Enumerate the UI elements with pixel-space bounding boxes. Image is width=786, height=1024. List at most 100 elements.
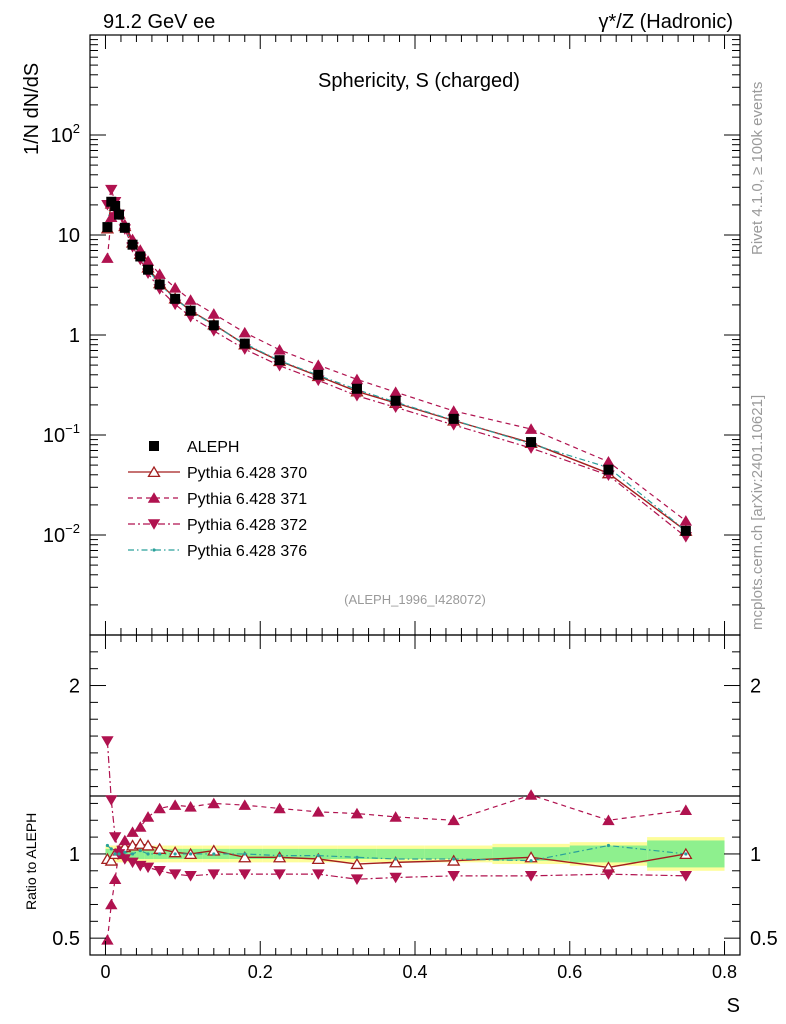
legend-marker [147,465,161,478]
ratio-point-series-3 [141,862,155,874]
ratio-point-series-4 [243,852,247,856]
ratio-point-series-3 [207,869,221,880]
ratio-y-tick-label-left: 2 [69,676,80,698]
ratio-point-series-4 [529,859,533,863]
x-tick-label: 0.6 [557,962,582,982]
ratio-point-series-4 [452,857,456,861]
data-point-aleph [135,251,146,262]
data-point-aleph [313,369,324,380]
uncertainty-band-inner [121,848,129,859]
data-point-aleph [170,293,181,304]
ratio-point-series-2 [134,821,147,832]
legend-marker [152,548,156,552]
ratio-point-series-3 [350,874,364,885]
ratio-point-series-2 [101,934,114,945]
legend-label: ALEPH [187,439,239,456]
ratio-point-series-1 [389,856,403,868]
data-point-aleph [208,320,219,331]
data-point-aleph [127,239,138,250]
ratio-plot-frame [89,634,741,956]
ratio-point-series-4 [355,855,359,859]
chart-title: Sphericity, S (charged) [318,70,520,92]
data-point-aleph [110,200,121,211]
data-point-aleph [680,525,691,536]
main-plot-panel: Sphericity, S (charged) (ALEPH_1996_I428… [21,34,741,636]
ratio-point-series-4 [113,852,117,856]
ratio-point-series-2 [389,811,402,822]
data-point-aleph [114,209,125,220]
main-point-series-2 [350,373,364,385]
ratio-point-series-3 [524,871,538,882]
ratio-point-series-3 [273,869,286,880]
legend-label: Pythia 6.428 370 [187,465,307,482]
y-tick-label: 10−2 [43,521,80,547]
ratio-plot-panel: Ratio to ALEPH 0.5 0.51 12 2 0 0.2 0.4 0.6 0.8 … [23,634,778,1017]
uncertainty-band-inner [376,848,425,859]
main-point-series-2 [524,423,538,434]
x-tick-label: 0.2 [248,962,273,982]
ratio-point-series-2 [312,806,325,817]
ratio-point-series-2 [679,804,693,815]
data-point-aleph [603,464,614,475]
ratio-point-series-4 [316,854,320,858]
ratio-point-series-1 [350,857,364,870]
main-point-series-2 [312,359,325,370]
ratio-point-series-3 [105,795,118,806]
data-point-aleph [390,395,401,406]
ratio-point-series-2 [238,799,251,810]
ratio-point-series-2 [168,799,182,810]
data-point-aleph [143,264,154,275]
ratio-y-tick-label-right: 1 [750,844,761,866]
ratio-point-series-4 [606,843,611,848]
main-point-series-2 [184,294,197,305]
legend-label: Pythia 6.428 376 [187,543,307,560]
main-point-series-3 [105,184,118,196]
ratio-point-series-4 [277,854,282,858]
main-point-series-2 [273,344,286,355]
ratio-point-series-2 [141,811,155,822]
ratio-y-axis-label: Ratio to ALEPH [23,813,39,910]
data-point-aleph [448,413,459,424]
legend-marker [149,441,159,451]
ratio-y-tick-label-right: 0.5 [750,928,778,950]
ratio-point-series-3 [312,869,325,880]
ratio-point-series-4 [123,850,127,854]
ratio-point-series-2 [602,814,615,826]
y-tick-label: 1 [69,325,80,347]
uncertainty-band-inner [569,845,648,863]
header-energy-label: 91.2 GeV ee [103,11,215,33]
ratio-point-series-1 [141,839,155,851]
legend-marker [147,519,161,530]
uncertainty-band-inner [136,848,145,859]
ratio-y-tick-label-right: 2 [750,676,761,698]
ratio-point-series-2 [447,814,460,826]
ratio-point-series-1 [238,851,252,863]
main-point-series-2 [389,386,402,397]
y-axis-label: 1/N dN/dS [21,63,43,155]
data-point-aleph [154,279,165,290]
ratio-point-series-2 [273,802,286,814]
main-point-series-2 [207,308,221,319]
ratio-point-series-2 [207,797,221,809]
ratio-point-series-4 [138,848,142,853]
y-tick-label: 10−1 [43,421,80,447]
legend-label: Pythia 6.428 371 [187,491,307,508]
ratio-point-series-2 [184,801,197,812]
ratio-point-series-3 [153,865,166,877]
legend: ALEPH Pythia 6.428 370 Pythia 6.428 371 Pyt… [128,439,307,560]
ratio-point-series-3 [238,869,251,880]
rivet-version-label: Rivet 4.1.0, ≥ 100k events [749,82,766,255]
mcplots-label: mcplots.cern.ch [arXiv:2401.10621] [749,395,766,630]
main-point-series-2 [101,252,114,263]
ratio-point-series-4 [212,852,216,856]
ratio-point-series-3 [101,736,114,747]
ratio-point-series-1 [104,854,118,866]
legend-marker [147,492,161,503]
data-point-aleph [351,383,362,394]
ratio-y-tick-label-left: 1 [69,844,80,866]
legend-label: Pythia 6.428 372 [187,517,307,534]
data-point-aleph [185,305,196,316]
main-point-series-2 [168,282,182,293]
ratio-point-series-4 [173,852,177,856]
y-tick-label: 102 [51,121,80,147]
